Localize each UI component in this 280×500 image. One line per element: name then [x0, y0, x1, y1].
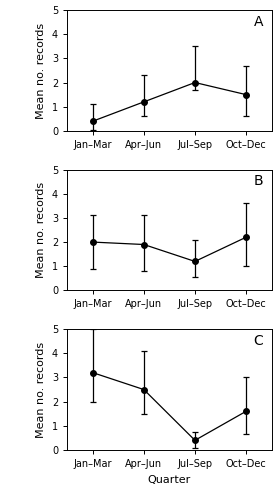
Y-axis label: Mean no. records: Mean no. records	[36, 22, 46, 118]
Text: A: A	[254, 15, 263, 29]
Y-axis label: Mean no. records: Mean no. records	[36, 342, 46, 438]
Text: B: B	[254, 174, 263, 188]
Y-axis label: Mean no. records: Mean no. records	[36, 182, 46, 278]
X-axis label: Quarter: Quarter	[148, 474, 191, 484]
Text: C: C	[254, 334, 263, 348]
